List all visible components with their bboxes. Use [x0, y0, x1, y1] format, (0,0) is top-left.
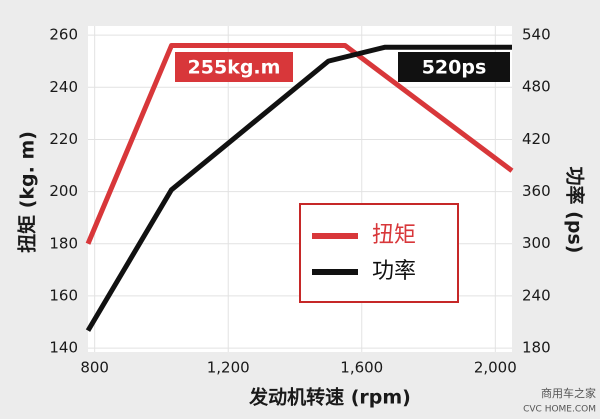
x-axis-title: 发动机转速 (rpm) [248, 386, 411, 409]
series-line [85, 43, 514, 245]
y-axis-title: 扭矩 (kg. m) [16, 131, 39, 253]
y2-tick-label: 480 [522, 78, 551, 96]
y2-tick-label: 360 [522, 182, 551, 200]
lines [85, 43, 514, 332]
legend-label: 功率 [372, 259, 416, 284]
annotation-box [175, 52, 293, 82]
y2-tick-label: 180 [522, 339, 551, 357]
annotation-box [398, 52, 510, 82]
y-tick-label: 160 [49, 286, 78, 304]
annotation: 255kg.m [188, 57, 281, 79]
x-tick-label: 800 [80, 359, 109, 377]
series-line [85, 44, 512, 332]
y-tick-label: 220 [49, 130, 78, 148]
watermark: 商用车之家 [541, 386, 596, 400]
y2-tick-label: 240 [522, 286, 551, 304]
y-tick-label: 140 [49, 339, 78, 357]
y-tick-label: 260 [49, 26, 78, 44]
legend [299, 203, 459, 303]
y2-tick-label: 420 [522, 130, 551, 148]
y-tick-label: 240 [49, 78, 78, 96]
x-tick-label: 1,200 [207, 359, 250, 377]
y2-tick-label: 540 [522, 26, 551, 44]
y2-tick-label: 300 [522, 234, 551, 252]
y-tick-label: 180 [49, 234, 78, 252]
legend-label: 扭矩 [372, 223, 416, 248]
y-tick-label: 200 [49, 182, 78, 200]
annotation: 520ps [422, 57, 487, 79]
x-tick-label: 1,600 [340, 359, 383, 377]
x-tick-label: 2,000 [474, 359, 517, 377]
watermark: CVC HOME.COM [523, 405, 596, 415]
y2-axis-title: 功率 (ps) [564, 167, 587, 254]
